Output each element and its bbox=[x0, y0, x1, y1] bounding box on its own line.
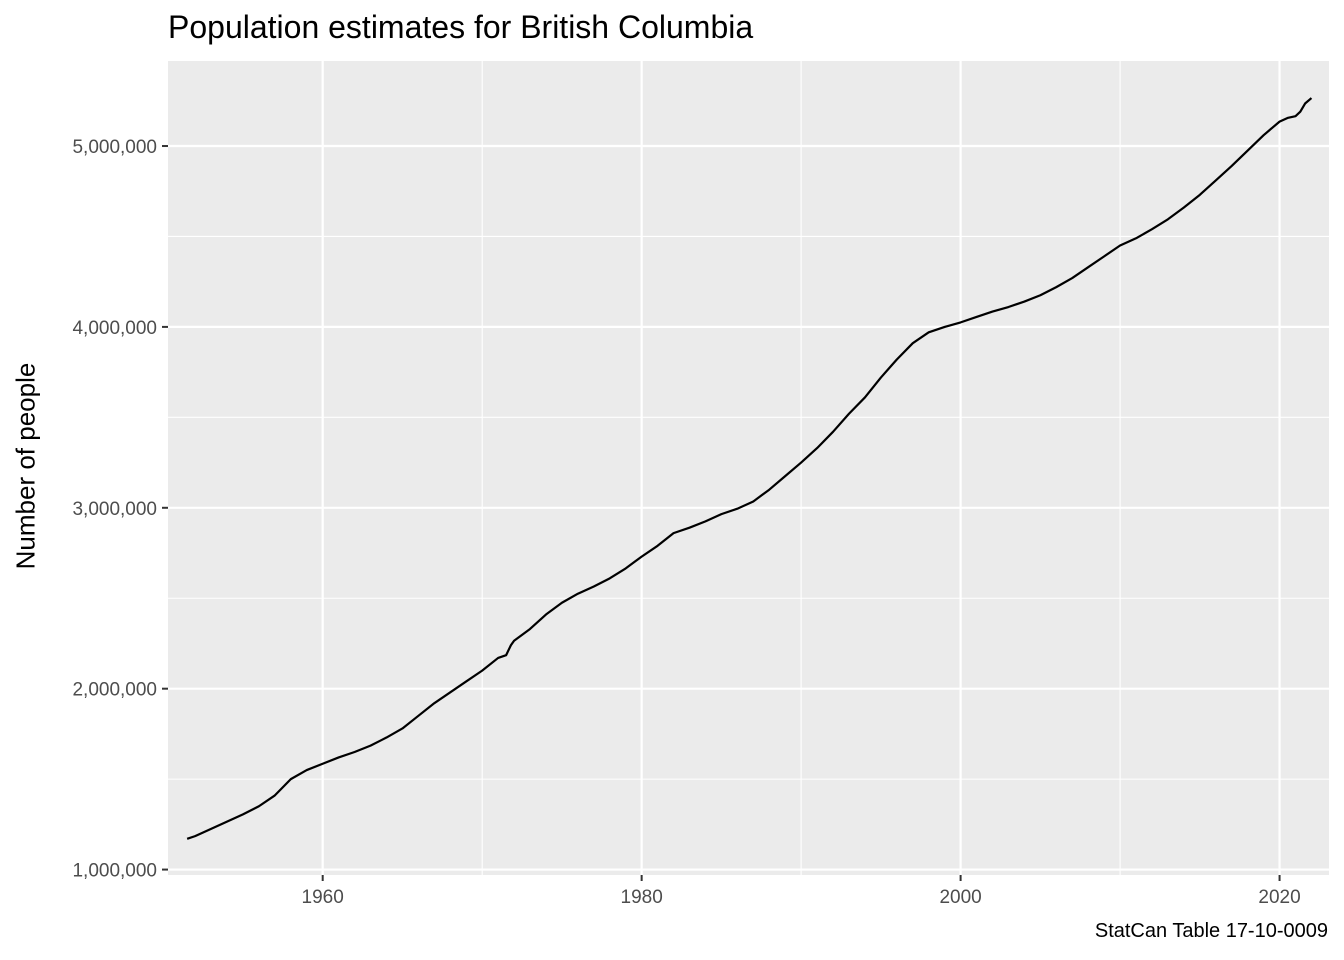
chart-title: Population estimates for British Columbi… bbox=[168, 9, 754, 45]
plot-panel bbox=[168, 61, 1329, 875]
y-tick-label: 2,000,000 bbox=[72, 680, 157, 701]
y-tick-label: 1,000,000 bbox=[72, 861, 157, 882]
chart-caption: StatCan Table 17-10-0009 bbox=[1094, 920, 1328, 942]
population-line bbox=[186, 97, 1313, 840]
y-tick-label: 4,000,000 bbox=[72, 318, 157, 339]
x-tick-label: 1980 bbox=[621, 887, 663, 908]
y-tick-label: 5,000,000 bbox=[72, 137, 157, 158]
minor-gridlines bbox=[168, 61, 1329, 875]
x-tick-label: 1960 bbox=[302, 887, 344, 908]
axis-ticks bbox=[162, 145, 1281, 881]
tick-labels: 1960 1980 2000 2020 1,000,000 2,000,000 3,000,… bbox=[72, 137, 1300, 908]
x-tick-label: 2020 bbox=[1258, 887, 1300, 908]
major-gridlines bbox=[168, 61, 1329, 875]
y-tick-label: 3,000,000 bbox=[72, 499, 157, 520]
x-tick-label: 2000 bbox=[939, 887, 981, 908]
